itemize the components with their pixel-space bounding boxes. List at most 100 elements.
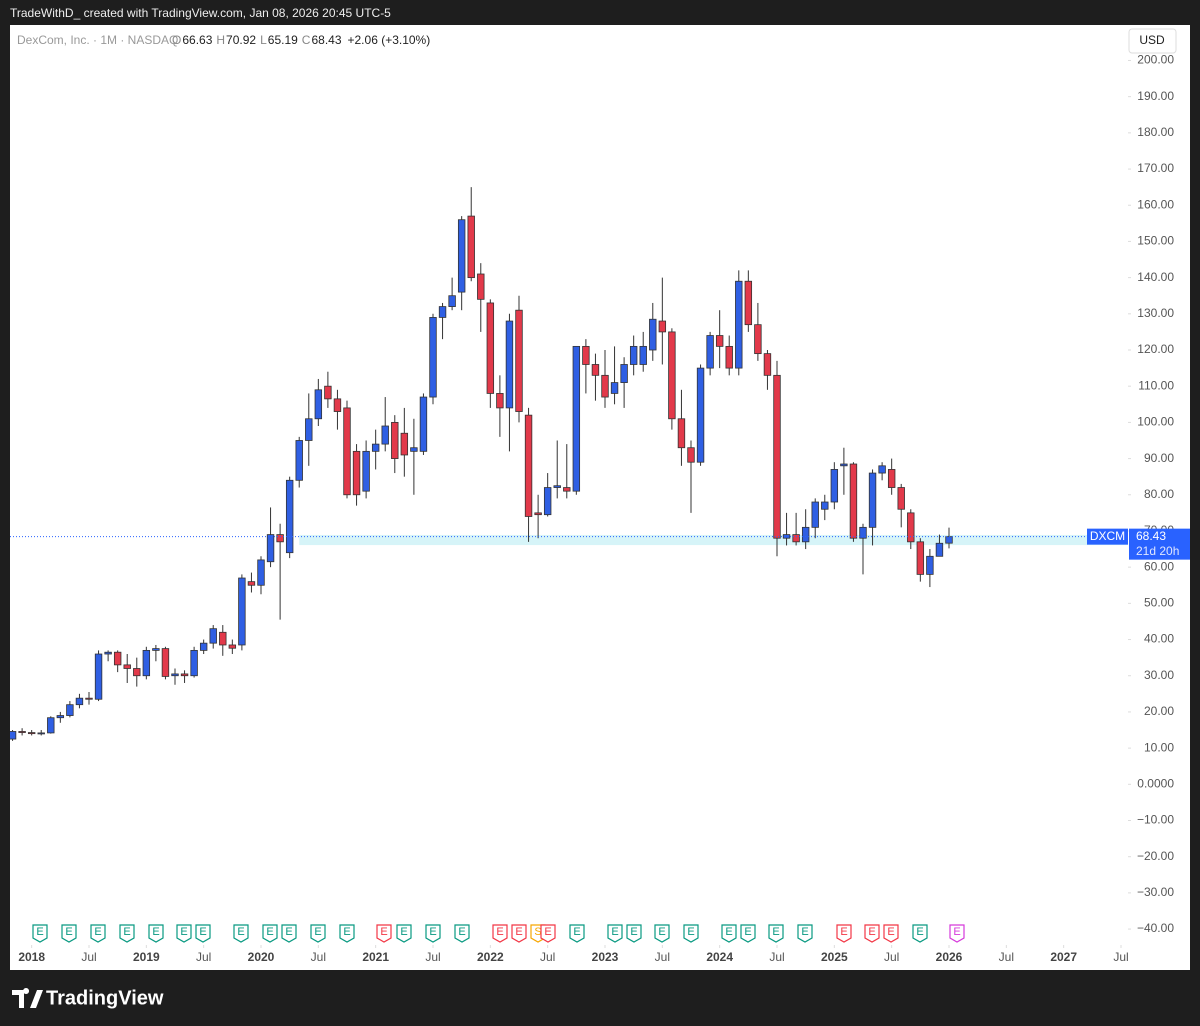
candle-body	[219, 631, 227, 646]
event-label: E	[573, 926, 580, 938]
candle-body	[620, 364, 628, 383]
y-tick-label: 170.00	[1137, 161, 1174, 175]
symbol-badge	[1087, 528, 1128, 545]
event-label: E	[515, 926, 522, 938]
candle-body	[18, 731, 26, 733]
candle-body	[238, 577, 246, 646]
event-label: E	[630, 926, 637, 938]
candle-body	[152, 648, 160, 651]
event-marker	[607, 924, 623, 943]
candle-body	[410, 447, 418, 452]
x-tick-label: 2021	[362, 950, 389, 964]
event-marker	[233, 924, 249, 943]
candle-body	[247, 581, 256, 586]
event-label: E	[840, 926, 847, 938]
candle-body	[926, 555, 934, 575]
y-tick-label: 90.00	[1144, 451, 1174, 465]
y-tick-label: −10.00	[1137, 813, 1174, 827]
candle-body	[582, 345, 590, 365]
logo-mark	[12, 988, 43, 1008]
event-marker	[119, 924, 135, 943]
x-tick-label: 2025	[821, 950, 848, 964]
y-tick-label: 50.00	[1144, 596, 1174, 610]
ohlc-letter: O	[172, 33, 181, 47]
candle-body	[887, 469, 896, 488]
event-label: E	[611, 926, 618, 938]
highlight-zone	[299, 534, 1128, 546]
event-marker	[864, 924, 880, 943]
currency[interactable]: USD	[1139, 33, 1165, 47]
chart-area	[10, 25, 1190, 970]
candle-body	[935, 542, 944, 557]
candle-body	[477, 273, 485, 300]
y-tick-label: 110.00	[1138, 378, 1174, 392]
y-tick-label: 100.00	[1137, 415, 1174, 429]
candle-body	[782, 534, 791, 539]
event-label: E	[380, 926, 387, 938]
candle-body	[496, 393, 504, 409]
event-label: E	[801, 926, 808, 938]
candle-body	[878, 465, 886, 474]
x-tick-label: 2023	[592, 950, 619, 964]
candle-body	[735, 280, 743, 369]
event-label: E	[687, 926, 694, 938]
event-label: E	[772, 926, 779, 938]
y-tick-label: 40.00	[1144, 632, 1174, 646]
x-tick-label: 2018	[18, 950, 45, 964]
candle-body	[94, 653, 103, 700]
y-tick-label: 160.00	[1137, 197, 1174, 211]
candle-body	[553, 485, 561, 488]
candle-body	[792, 534, 800, 543]
y-tick-label: 30.00	[1144, 668, 1174, 682]
y-tick-label: −40.00	[1137, 921, 1174, 935]
candle-body	[486, 302, 495, 394]
event-marker	[912, 924, 928, 943]
candle-body	[190, 649, 198, 677]
candle-body	[362, 450, 370, 492]
candle-body	[305, 418, 313, 441]
y-tick-label: 10.00	[1144, 740, 1174, 754]
x-tick-label: Jul	[81, 950, 96, 964]
event-marker	[836, 924, 852, 943]
event-label: E	[429, 926, 436, 938]
ohlc-letter: H	[216, 33, 225, 47]
candle-body	[257, 559, 265, 586]
y-tick-label: 140.00	[1137, 270, 1174, 284]
event-marker	[949, 924, 965, 943]
candle-body	[840, 463, 848, 467]
y-tick-label: −20.00	[1137, 849, 1174, 863]
candle-body	[448, 295, 456, 307]
last-price: 68.43	[1136, 529, 1166, 543]
candle-body	[314, 389, 323, 420]
event-marker	[376, 924, 392, 943]
candle-body	[801, 526, 810, 543]
candle-body	[352, 450, 361, 496]
event-label: E	[266, 926, 273, 938]
y-tick-label: 120.00	[1137, 342, 1174, 356]
currency-button[interactable]	[1128, 28, 1177, 54]
event-label: E	[744, 926, 751, 938]
event-label: E	[123, 926, 130, 938]
candle-body	[171, 673, 179, 677]
event-marker	[569, 924, 585, 943]
candle-body	[85, 697, 93, 700]
event-marker	[310, 924, 326, 943]
candle-body	[343, 407, 351, 496]
y-tick-label: 190.00	[1137, 89, 1174, 103]
candle-body	[945, 536, 953, 544]
candle-body	[276, 534, 284, 543]
event-marker	[61, 924, 77, 943]
event-label: E	[36, 926, 43, 938]
candle-body	[773, 374, 781, 539]
event-label: E	[180, 926, 187, 938]
event-label: E	[658, 926, 665, 938]
symbol: DXCM	[1090, 529, 1125, 543]
candle-body	[821, 501, 829, 510]
candle-body	[47, 717, 55, 734]
x-tick-label: Jul	[769, 950, 784, 964]
x-tick-label: Jul	[425, 950, 440, 964]
event-marker	[492, 924, 508, 943]
candle-body	[543, 487, 552, 516]
candle-body	[381, 425, 389, 445]
